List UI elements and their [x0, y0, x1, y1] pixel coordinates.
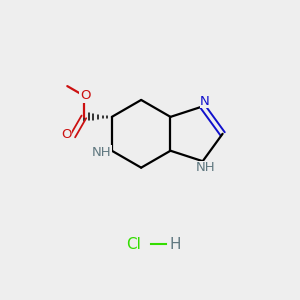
Text: H: H: [169, 237, 181, 252]
Text: N: N: [200, 94, 210, 108]
Text: O: O: [80, 89, 91, 102]
Text: O: O: [61, 128, 72, 141]
Text: Cl: Cl: [126, 237, 141, 252]
Text: NH: NH: [92, 146, 111, 159]
Text: NH: NH: [196, 161, 215, 174]
